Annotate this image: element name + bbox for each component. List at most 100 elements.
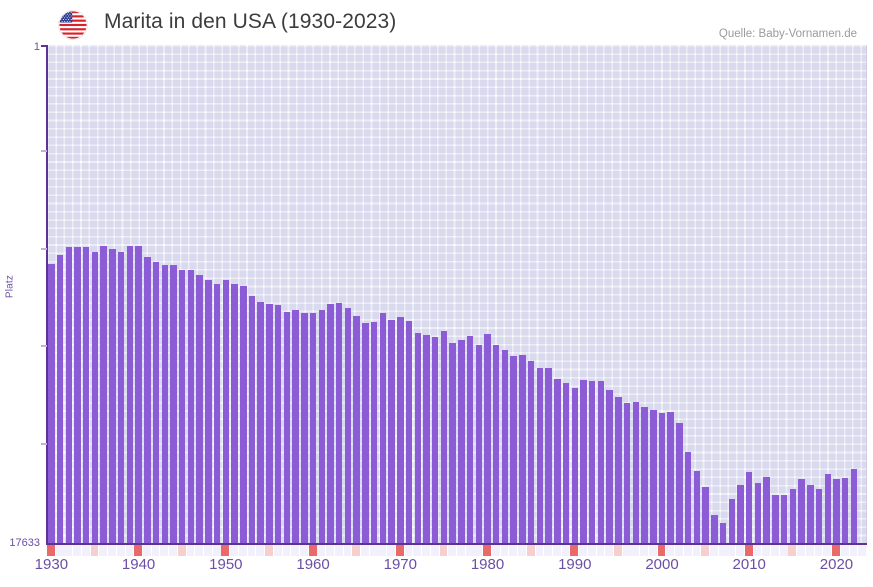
bar-1971[interactable] xyxy=(405,320,413,544)
bar-1966[interactable] xyxy=(362,322,369,544)
bar-1944[interactable] xyxy=(170,264,177,544)
bar-1962[interactable] xyxy=(327,303,334,544)
bar-1986[interactable] xyxy=(536,367,544,544)
bar-2019[interactable] xyxy=(824,473,831,544)
bar-1935[interactable] xyxy=(91,251,99,544)
bar-1961[interactable] xyxy=(318,309,325,544)
bar-2012[interactable] xyxy=(763,476,770,544)
bar-1958[interactable] xyxy=(292,310,299,544)
x-tick-cell-1955 xyxy=(265,545,273,556)
bar-1970[interactable] xyxy=(397,316,404,544)
bar-1963[interactable] xyxy=(336,302,343,544)
bar-1996[interactable] xyxy=(623,402,631,544)
bar-1930[interactable] xyxy=(48,264,55,544)
bar-1943[interactable] xyxy=(161,265,168,544)
bar-1960[interactable] xyxy=(309,312,317,544)
bar-1934[interactable] xyxy=(83,247,90,544)
bar-1973[interactable] xyxy=(423,334,430,544)
bar-2014[interactable] xyxy=(780,494,788,544)
x-axis-label-1930: 1930 xyxy=(34,556,69,573)
bar-1946[interactable] xyxy=(187,269,195,544)
bar-1950[interactable] xyxy=(222,280,230,544)
bar-2006[interactable] xyxy=(711,514,718,544)
bar-2021[interactable] xyxy=(841,477,849,544)
bar-2000[interactable] xyxy=(658,413,666,544)
bar-1964[interactable] xyxy=(344,308,352,544)
bar-1951[interactable] xyxy=(231,284,238,544)
bar-2018[interactable] xyxy=(815,488,823,544)
bar-2003[interactable] xyxy=(684,451,692,544)
bar-1940[interactable] xyxy=(135,246,142,544)
bar-1989[interactable] xyxy=(562,383,570,544)
bar-1968[interactable] xyxy=(379,312,387,544)
bar-2009[interactable] xyxy=(737,485,744,544)
bar-2005[interactable] xyxy=(702,487,709,544)
y-axis-line xyxy=(46,45,48,544)
bar-2015[interactable] xyxy=(789,489,797,544)
bar-2004[interactable] xyxy=(693,471,701,544)
bar-1949[interactable] xyxy=(213,283,221,544)
bar-2013[interactable] xyxy=(772,494,779,544)
bar-1967[interactable] xyxy=(370,321,378,544)
bar-2002[interactable] xyxy=(676,422,683,544)
bar-1983[interactable] xyxy=(510,355,517,544)
bar-1980[interactable] xyxy=(484,334,491,544)
bar-2016[interactable] xyxy=(798,479,805,544)
bar-1981[interactable] xyxy=(493,344,500,544)
bar-1959[interactable] xyxy=(301,312,308,544)
bar-1978[interactable] xyxy=(466,336,474,544)
bar-1977[interactable] xyxy=(458,339,465,544)
bar-1945[interactable] xyxy=(178,269,186,544)
bar-2008[interactable] xyxy=(728,499,735,544)
bar-1948[interactable] xyxy=(205,279,212,544)
bar-1933[interactable] xyxy=(74,247,81,544)
bar-1941[interactable] xyxy=(144,257,151,544)
bar-2001[interactable] xyxy=(667,411,674,544)
bar-1937[interactable] xyxy=(109,249,116,544)
bar-1954[interactable] xyxy=(257,301,264,544)
bar-1956[interactable] xyxy=(274,305,282,544)
bar-2020[interactable] xyxy=(833,479,840,544)
x-tick-cell-2015 xyxy=(788,545,797,556)
bar-1982[interactable] xyxy=(501,350,509,544)
bar-1932[interactable] xyxy=(65,246,73,544)
bar-1931[interactable] xyxy=(56,254,64,544)
bar-1993[interactable] xyxy=(597,381,605,544)
x-tick-cell-1948 xyxy=(204,545,212,556)
x-tick-cell-1941 xyxy=(142,545,151,556)
bar-1999[interactable] xyxy=(650,410,657,544)
bar-1942[interactable] xyxy=(152,262,160,544)
bar-1952[interactable] xyxy=(240,285,247,544)
bar-2011[interactable] xyxy=(754,483,762,544)
bar-1957[interactable] xyxy=(283,311,291,544)
bar-1991[interactable] xyxy=(580,380,587,544)
bar-1987[interactable] xyxy=(545,367,552,544)
bar-1976[interactable] xyxy=(449,342,456,544)
bar-1936[interactable] xyxy=(100,246,107,544)
bar-1985[interactable] xyxy=(527,361,535,544)
bar-1984[interactable] xyxy=(519,354,526,544)
bar-1992[interactable] xyxy=(588,381,596,544)
bar-1955[interactable] xyxy=(266,303,273,544)
bar-2010[interactable] xyxy=(746,471,753,544)
bar-1988[interactable] xyxy=(554,378,561,544)
bar-2022[interactable] xyxy=(850,469,858,544)
bar-1990[interactable] xyxy=(571,387,578,544)
bar-1998[interactable] xyxy=(641,406,648,544)
bar-1995[interactable] xyxy=(615,397,622,544)
bar-1953[interactable] xyxy=(248,296,256,544)
bar-1979[interactable] xyxy=(475,344,483,544)
bar-1975[interactable] xyxy=(440,330,448,544)
y-axis-tick-minor xyxy=(41,248,47,250)
bar-2017[interactable] xyxy=(807,485,814,544)
bar-1969[interactable] xyxy=(388,319,395,544)
bar-1939[interactable] xyxy=(126,245,134,544)
bar-2007[interactable] xyxy=(719,523,727,544)
bar-1974[interactable] xyxy=(431,337,439,544)
bar-1938[interactable] xyxy=(117,251,125,544)
bar-1947[interactable] xyxy=(196,275,203,544)
bar-1997[interactable] xyxy=(632,401,640,544)
bar-1994[interactable] xyxy=(606,390,613,544)
bar-1965[interactable] xyxy=(353,316,360,544)
bar-1972[interactable] xyxy=(414,333,421,544)
